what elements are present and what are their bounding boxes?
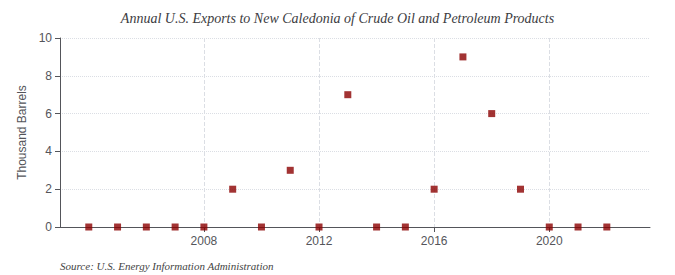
svg-text:0: 0 xyxy=(45,220,52,234)
svg-text:2008: 2008 xyxy=(191,234,218,248)
svg-text:8: 8 xyxy=(45,69,52,83)
svg-text:Thousand Barrels: Thousand Barrels xyxy=(15,85,29,180)
svg-text:10: 10 xyxy=(39,31,53,45)
svg-text:6: 6 xyxy=(45,107,52,121)
svg-text:Source: U.S. Energy Informatio: Source: U.S. Energy Information Administ… xyxy=(60,260,274,272)
svg-text:2: 2 xyxy=(45,182,52,196)
svg-text:2020: 2020 xyxy=(536,234,563,248)
svg-text:Annual U.S. Exports to New Cal: Annual U.S. Exports to New Caledonia of … xyxy=(120,11,555,26)
svg-text:2012: 2012 xyxy=(306,234,333,248)
svg-text:4: 4 xyxy=(45,144,52,158)
svg-text:2016: 2016 xyxy=(421,234,448,248)
